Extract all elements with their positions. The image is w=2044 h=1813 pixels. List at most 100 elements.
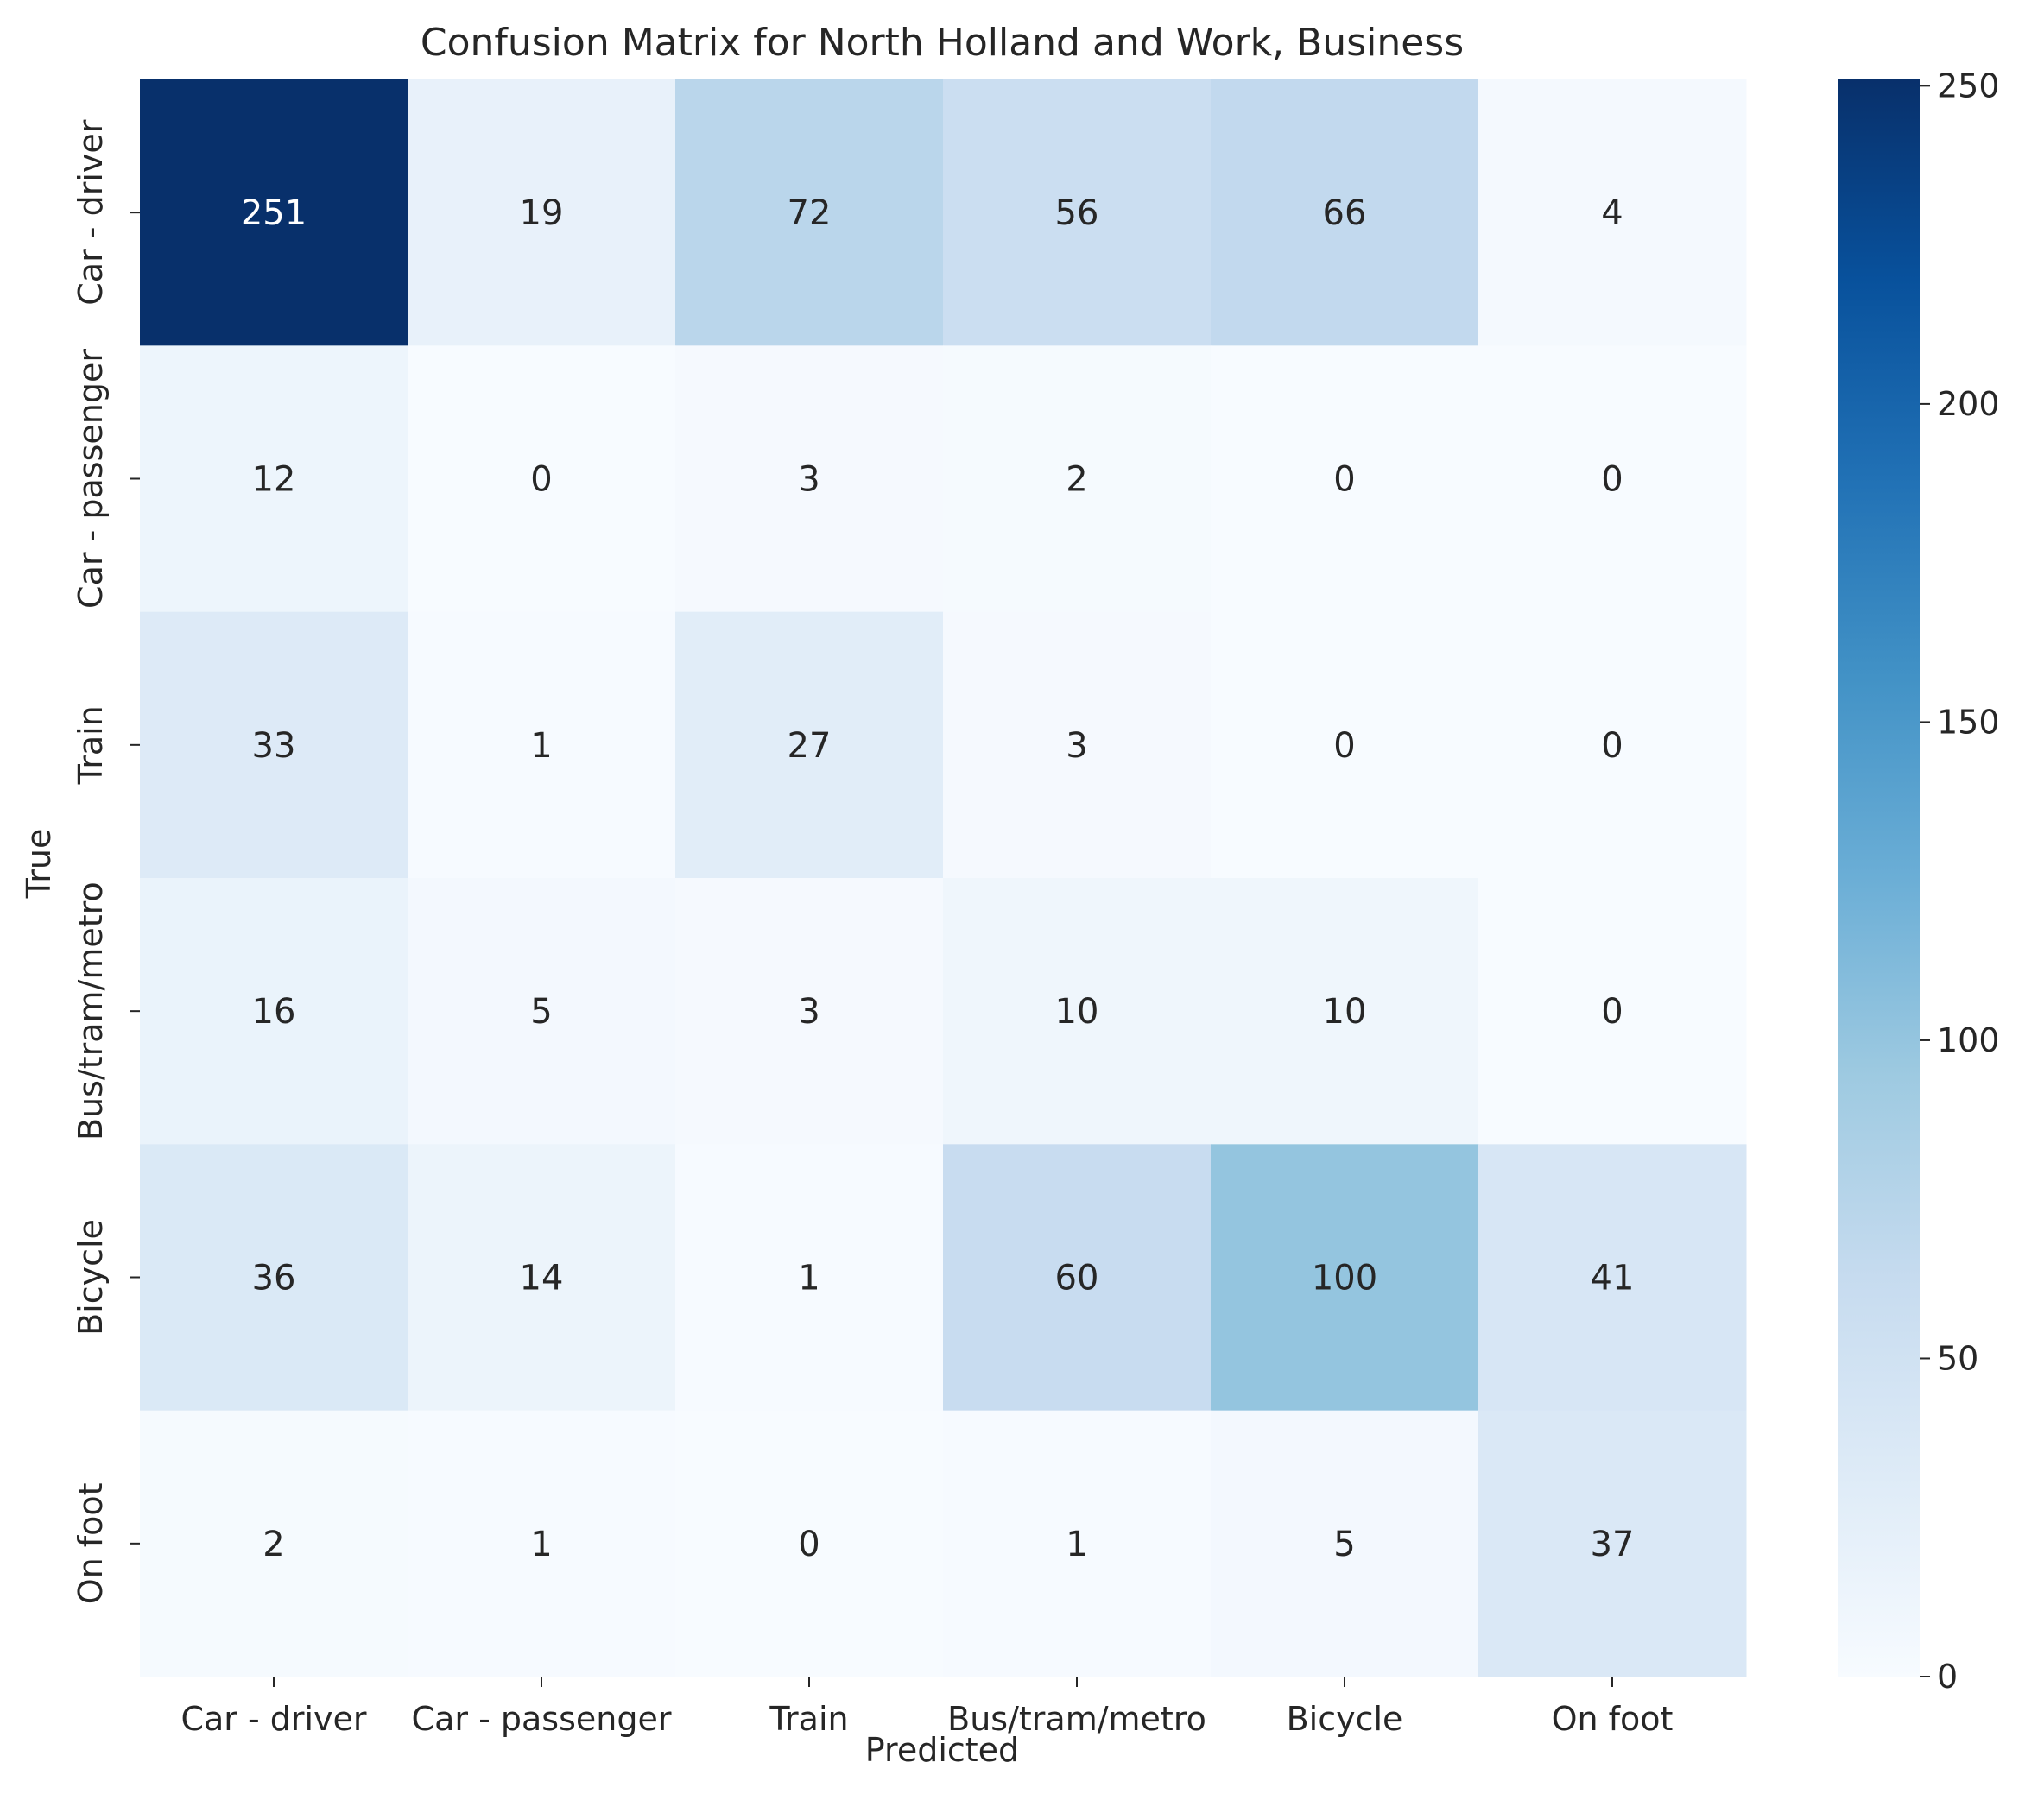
heatmap-cell-r3-c4 (1211, 878, 1479, 1145)
heatmap-cell-r3-c3 (943, 878, 1212, 1145)
heatmap-cell-r3-c2 (675, 878, 944, 1145)
cell-value-r2-c3: 3 (1066, 726, 1087, 766)
x-tick-label-0: Car - driver (180, 1700, 366, 1738)
cell-value-r0-c5: 4 (1601, 193, 1623, 233)
cell-value-r4-c5: 41 (1591, 1259, 1635, 1298)
heatmap-cell-r2-c4 (1211, 611, 1479, 879)
heatmap-cell-r0-c3 (943, 79, 1212, 346)
cell-value-r0-c3: 56 (1055, 193, 1099, 233)
heatmap-cell-r2-c5 (1478, 611, 1747, 879)
y-tick-label-2: Train (72, 705, 110, 785)
x-tick-label-3: Bus/tram/metro (947, 1700, 1206, 1738)
cell-value-r2-c2: 27 (788, 726, 832, 766)
cell-value-r5-c3: 1 (1066, 1525, 1087, 1564)
heatmap-cell-r1-c3 (943, 345, 1212, 613)
colorbar-tick-label-1: 50 (1937, 1339, 1978, 1377)
heatmap-cell-r0-c1 (408, 79, 676, 346)
heatmap-cell-r3-c5 (1478, 878, 1747, 1145)
heatmap-cell-r5-c1 (408, 1410, 676, 1677)
heatmap-cell-r5-c5 (1478, 1410, 1747, 1677)
colorbar-tick-label-2: 100 (1937, 1021, 2000, 1059)
cell-value-r4-c4: 100 (1312, 1259, 1377, 1298)
heatmap-cell-r0-c4 (1211, 79, 1479, 346)
cell-value-r0-c2: 72 (788, 193, 832, 233)
cell-value-r5-c1: 1 (530, 1525, 552, 1564)
y-tick-label-5: On foot (72, 1482, 110, 1604)
x-tick-label-4: Bicycle (1287, 1700, 1403, 1738)
heatmap-cell-r0-c5 (1478, 79, 1747, 346)
cell-value-r3-c1: 5 (530, 992, 552, 1032)
heatmap-cell-r1-c5 (1478, 345, 1747, 613)
colorbar-tick-label-4: 200 (1937, 385, 2000, 423)
cell-value-r2-c1: 1 (530, 726, 552, 766)
heatmap-cell-labels: 251 19 72 56 66 412 0 3 2 0 033 1 27 3 0 016 5 3 10 10 036 14… (241, 193, 1635, 1564)
cell-value-r4-c2: 1 (798, 1259, 819, 1298)
heatmap-cell-r4-c1 (408, 1144, 676, 1412)
cell-value-r5-c2: 0 (798, 1525, 819, 1564)
colorbar-tick-label-0: 0 (1937, 1658, 1958, 1696)
cell-value-r5-c0: 2 (263, 1525, 284, 1564)
x-axis-label: Predicted (865, 1731, 1019, 1769)
heatmap-cell-r0-c2 (675, 79, 944, 346)
heatmap-cell-r4-c2 (675, 1144, 944, 1412)
cell-value-r2-c4: 0 (1333, 726, 1355, 766)
heatmap-cell-r2-c1 (408, 611, 676, 879)
y-tick-label-3: Bus/tram/metro (72, 881, 110, 1140)
heatmap-cell-r5-c2 (675, 1410, 944, 1677)
cell-value-r4-c1: 14 (520, 1259, 564, 1298)
cell-value-r1-c3: 2 (1066, 460, 1087, 500)
colorbar (1838, 79, 1920, 1677)
heatmap-cell-r4-c3 (943, 1144, 1212, 1412)
colorbar-ticks: 0 50 100 150 200 250 (1920, 66, 2000, 1696)
cell-value-r0-c1: 19 (520, 193, 564, 233)
cell-value-r1-c5: 0 (1601, 460, 1623, 500)
heatmap-cell-r1-c1 (408, 345, 676, 613)
cell-value-r0-c0: 251 (241, 193, 307, 233)
y-axis-ticks: Car - driver Car - passenger Train Bus/tram… (72, 119, 140, 1604)
x-tick-label-5: On foot (1552, 1700, 1674, 1738)
cell-value-r5-c4: 5 (1333, 1525, 1355, 1564)
heatmap-cell-r4-c0 (140, 1144, 408, 1412)
heatmap-cell-r3-c1 (408, 878, 676, 1145)
cell-value-r2-c5: 0 (1601, 726, 1623, 766)
heatmap-cell-r5-c4 (1211, 1410, 1479, 1677)
cell-value-r4-c0: 36 (252, 1259, 296, 1298)
chart-title: Confusion Matrix for North Holland and W… (421, 21, 1464, 65)
colorbar-tick-label-3: 150 (1937, 703, 2000, 741)
heatmap-cell-r1-c4 (1211, 345, 1479, 613)
cell-value-r4-c3: 60 (1055, 1259, 1099, 1298)
cell-value-r1-c2: 3 (798, 460, 819, 500)
cell-value-r3-c0: 16 (252, 992, 296, 1032)
cell-value-r5-c5: 37 (1591, 1525, 1635, 1564)
cell-value-r3-c4: 10 (1323, 992, 1367, 1032)
heatmap-cell-r2-c3 (943, 611, 1212, 879)
cell-value-r3-c5: 0 (1601, 992, 1623, 1032)
y-tick-label-4: Bicycle (72, 1219, 110, 1336)
heatmap-cell-r1-c0 (140, 345, 408, 613)
cell-value-r3-c3: 10 (1055, 992, 1099, 1032)
heatmap-cells (140, 79, 1747, 1677)
heatmap-cell-r1-c2 (675, 345, 944, 613)
cell-value-r3-c2: 3 (798, 992, 819, 1032)
cell-value-r1-c1: 0 (530, 460, 552, 500)
x-axis-ticks: Car - driver Car - passenger Train Bus/tram… (180, 1677, 1673, 1738)
y-tick-label-0: Car - driver (72, 119, 110, 305)
cell-value-r1-c4: 0 (1333, 460, 1355, 500)
x-tick-label-2: Train (769, 1700, 848, 1738)
heatmap-cell-r5-c3 (943, 1410, 1212, 1677)
cell-value-r1-c0: 12 (252, 460, 296, 500)
heatmap-cell-r4-c5 (1478, 1144, 1747, 1412)
cell-value-r2-c0: 33 (252, 726, 296, 766)
heatmap-cell-r0-c0 (140, 79, 408, 346)
y-tick-label-1: Car - passenger (72, 349, 110, 609)
x-tick-label-1: Car - passenger (412, 1700, 672, 1738)
heatmap-cell-r4-c4 (1211, 1144, 1479, 1412)
heatmap-cell-r2-c0 (140, 611, 408, 879)
cell-value-r0-c4: 66 (1323, 193, 1367, 233)
heatmap-cell-r5-c0 (140, 1410, 408, 1677)
y-axis-label: True (20, 829, 58, 900)
heatmap-cell-r3-c0 (140, 878, 408, 1145)
colorbar-tick-label-5: 250 (1937, 66, 2000, 104)
heatmap-cell-r2-c2 (675, 611, 944, 879)
